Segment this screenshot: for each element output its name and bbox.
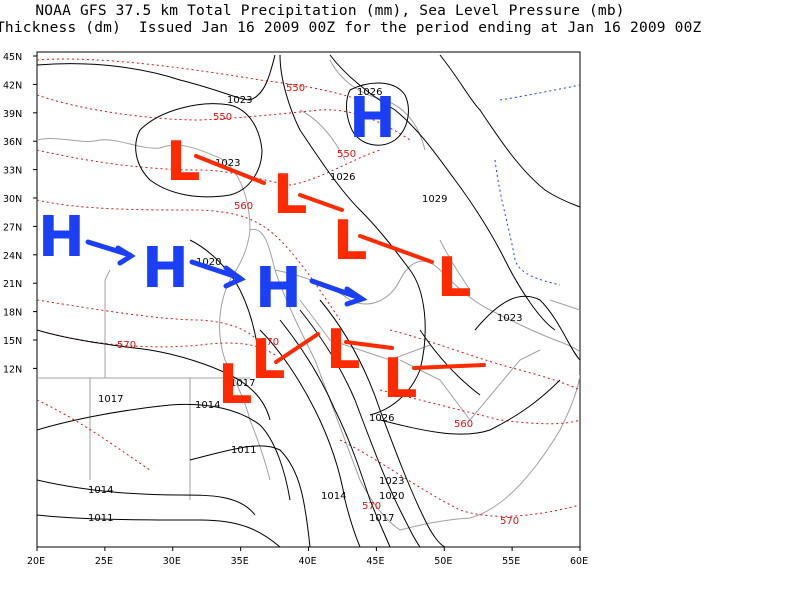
pressure-label: 1017: [98, 394, 123, 405]
pressure-label: 1029: [422, 194, 447, 205]
pressure-label: 1014: [195, 400, 220, 411]
lon-tick-label: 60E: [570, 556, 588, 567]
low-marker-l: L: [333, 209, 367, 272]
thickness-label: 570: [362, 501, 381, 512]
thickness-label: 550: [286, 83, 305, 94]
high-movement-arrows: [85, 239, 368, 307]
lat-tick-label: 30N: [3, 194, 22, 205]
lat-tick-label: 27N: [3, 222, 22, 233]
lon-tick-label: 25E: [95, 556, 113, 567]
pressure-labels: 1026 1023 1023 1026 1029 1020 1023 1017 …: [88, 87, 522, 524]
thickness-label: 560: [454, 419, 473, 430]
lat-tick-label: 12N: [3, 364, 22, 375]
lat-tick-label: 42N: [3, 80, 22, 91]
pressure-label: 1017: [369, 513, 394, 524]
low-marker-l: L: [166, 130, 200, 193]
low-marker-l: L: [437, 246, 471, 309]
pressure-label: 1023: [379, 476, 404, 487]
pressure-label: 1017: [230, 378, 255, 389]
thickness-label: 570: [117, 340, 136, 351]
lon-tick-label: 30E: [163, 556, 181, 567]
lat-tick-label: 36N: [3, 137, 22, 148]
high-pressure-markers: H H H H: [38, 86, 396, 321]
lon-tick-label: 35E: [231, 556, 249, 567]
lon-tick-label: 50E: [434, 556, 452, 567]
thickness-label: 550: [337, 149, 356, 160]
low-marker-l: L: [383, 347, 417, 410]
thickness-label: 570: [260, 337, 279, 348]
pressure-label: 1026: [330, 172, 355, 183]
lon-tick-label: 20E: [27, 556, 45, 567]
pressure-label: 1026: [369, 413, 394, 424]
longitude-axis: 20E 25E 30E 35E 40E 45E 50E 55E 60E: [27, 547, 588, 567]
thickness-label: 560: [234, 201, 253, 212]
pressure-label: 1020: [379, 491, 404, 502]
lon-tick-label: 40E: [299, 556, 317, 567]
arrow-head-icon: [115, 245, 136, 266]
low-marker-l: L: [326, 318, 360, 381]
pressure-label: 1023: [497, 313, 522, 324]
pressure-label: 1011: [231, 445, 256, 456]
arrow-head-icon: [223, 265, 246, 289]
pressure-label: 1023: [227, 95, 252, 106]
low-marker-l: L: [251, 328, 285, 391]
low-pressure-markers: L L L L L L L L: [166, 130, 471, 416]
lat-tick-label: 21N: [3, 279, 22, 290]
thickness-contours: [37, 58, 580, 517]
map-frame: [36, 51, 581, 548]
pressure-label: 1023: [215, 158, 240, 169]
high-marker-h: H: [349, 86, 396, 151]
lat-tick-label: 24N: [3, 251, 22, 262]
lon-tick-label: 45E: [366, 556, 384, 567]
low-track-lines: [194, 154, 486, 370]
pressure-label: 1026: [357, 87, 382, 98]
pressure-label: 1011: [88, 513, 113, 524]
pressure-label: 1014: [321, 491, 346, 502]
map-title-line1: NOAA GFS 37.5 km Total Precipitation (mm…: [35, 3, 625, 19]
lat-tick-label: 33N: [3, 166, 22, 177]
lon-tick-label: 55E: [502, 556, 520, 567]
high-marker-h: H: [38, 205, 85, 270]
pressure-label: 1020: [196, 257, 221, 268]
arrow-head-icon: [344, 286, 368, 307]
lat-tick-label: 15N: [3, 336, 22, 347]
pressure-label: 1014: [88, 485, 113, 496]
lat-tick-label: 45N: [3, 52, 22, 63]
lat-tick-label: 39N: [3, 109, 22, 120]
thickness-label: 550: [213, 112, 232, 123]
high-marker-h: H: [142, 236, 189, 301]
low-marker-l: L: [218, 353, 252, 416]
thickness-labels: 550 550 550 560 570 570 560 570 570: [117, 83, 519, 527]
latitude-axis: 45N 42N 39N 36N 33N 30N 27N 24N 21N 18N 15N 12N: [3, 52, 37, 375]
lat-tick-label: 18N: [3, 308, 22, 319]
low-marker-l: L: [273, 163, 307, 226]
thickness-label: 570: [500, 516, 519, 527]
high-marker-h: H: [255, 256, 302, 321]
